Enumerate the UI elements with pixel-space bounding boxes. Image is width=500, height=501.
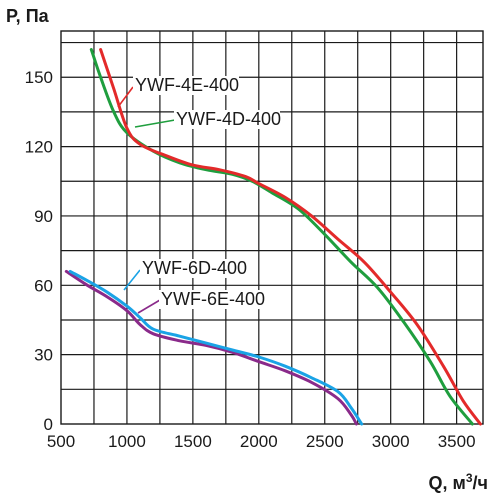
curve-ywf-6d-400 xyxy=(68,269,364,426)
y-tick-label: 60 xyxy=(34,276,53,295)
y-tick-label: 0 xyxy=(44,415,53,434)
curve-ywf-6e-400 xyxy=(64,269,358,426)
curve-ywf-4e-400 xyxy=(99,48,482,426)
x-tick-label: 2500 xyxy=(306,432,344,451)
x-tick-label: 500 xyxy=(47,432,75,451)
y-tick-label: 150 xyxy=(25,68,53,87)
x-tick-label: 3500 xyxy=(438,432,476,451)
label-background xyxy=(133,76,239,95)
y-axis-title: P, Па xyxy=(6,6,50,26)
curve-ywf-4d-400 xyxy=(89,48,474,426)
grid-layer xyxy=(61,31,483,424)
y-tick-label: 30 xyxy=(34,346,53,365)
label-background xyxy=(140,259,246,278)
x-axis-title-tail: /ч xyxy=(473,473,488,493)
x-axis-title-sup: 3 xyxy=(466,471,473,485)
label-background xyxy=(159,290,265,309)
x-tick-label: 1000 xyxy=(108,432,146,451)
plot-frame xyxy=(60,30,484,425)
label-background xyxy=(174,110,280,129)
label-layer: YWF-4E-400 YWF-4D-400 YWF-6D-400 YWF-6E-400 xyxy=(117,75,281,314)
x-tick-label: 3000 xyxy=(372,432,410,451)
x-tick-label: 1500 xyxy=(174,432,212,451)
label-ywf-4d-400: YWF-4D-400 xyxy=(176,109,281,129)
label-leader-line xyxy=(117,86,134,108)
label-ywf-6d-400: YWF-6D-400 xyxy=(142,258,247,278)
label-leader-line xyxy=(134,119,176,128)
label-leader-line xyxy=(123,269,141,291)
y-tick-label: 120 xyxy=(25,138,53,157)
label-ywf-6e-400: YWF-6E-400 xyxy=(161,289,265,309)
tick-layer: 500 1000 1500 2000 2500 3000 3500 0 30 60 90 120 150 xyxy=(25,68,476,451)
curve-layer xyxy=(64,48,482,426)
y-tick-label: 90 xyxy=(34,207,53,226)
label-ywf-4e-400: YWF-4E-400 xyxy=(135,75,239,95)
label-leader-line xyxy=(137,299,161,314)
x-axis-title: Q, м3/ч xyxy=(429,471,488,493)
x-axis-title-main: Q, м xyxy=(429,473,466,493)
x-tick-label: 2000 xyxy=(240,432,278,451)
